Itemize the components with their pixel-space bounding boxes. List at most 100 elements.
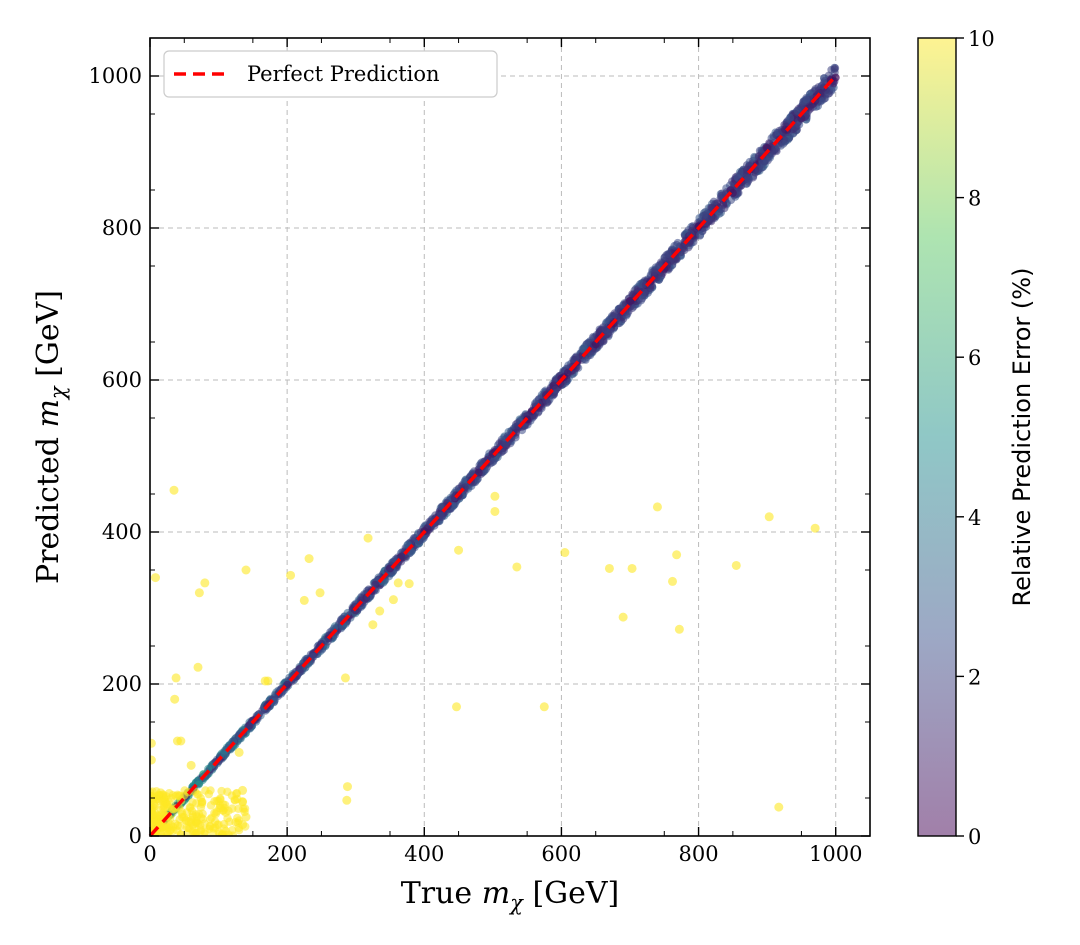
low-mass-point	[224, 806, 233, 816]
low-mass-point	[150, 800, 159, 809]
outlier-point	[150, 738, 156, 748]
low-mass-point	[198, 797, 207, 807]
colorbar-tick-label-10: 10	[968, 27, 995, 51]
low-mass-point	[191, 810, 200, 819]
band-point	[489, 457, 498, 466]
x-tick-label-800: 800	[679, 842, 719, 866]
band-point	[806, 104, 815, 113]
outlier-point	[234, 747, 244, 757]
legend-box	[163, 50, 498, 98]
band-point	[652, 273, 661, 282]
outlier-point	[368, 620, 378, 630]
band-point	[696, 230, 705, 239]
outlier-point	[304, 554, 314, 564]
colorbar-ticks: 0 2 4 6 8 10	[956, 27, 995, 849]
outlier-point	[200, 578, 210, 588]
y-tick-label-0: 0	[129, 824, 142, 848]
band-point	[786, 113, 795, 122]
low-mass-point	[168, 822, 178, 832]
outlier-point	[299, 595, 309, 605]
band-point	[824, 89, 833, 98]
outlier-point	[539, 702, 549, 712]
low-mass-point	[211, 823, 220, 832]
outlier-point	[674, 624, 684, 634]
low-mass-point	[221, 830, 230, 836]
band-point	[717, 205, 726, 214]
outlier-point	[393, 578, 403, 588]
colorbar-frame	[917, 37, 957, 837]
x-tick-label-1000: 1000	[809, 842, 862, 866]
outlier-point	[315, 588, 325, 598]
low-mass-point	[156, 788, 165, 797]
outlier-point	[810, 523, 820, 533]
y-tick-label-800: 800	[102, 216, 142, 240]
outlier-point	[171, 673, 181, 683]
outlier-point	[627, 563, 637, 573]
x-tick-label-200: 200	[267, 842, 307, 866]
axis-ticks: 0 200 400 600 800 1000 0 200 400 600 800 1000	[89, 38, 870, 866]
colorbar-tick-label-2: 2	[968, 665, 981, 689]
band-point	[793, 106, 802, 115]
outlier-point	[241, 812, 251, 822]
outlier-point	[454, 545, 464, 555]
colorbar-gradient	[918, 38, 956, 836]
y-axis-title: Predicted mχ [GeV]	[31, 290, 70, 584]
outlier-point	[490, 491, 500, 501]
band-point	[706, 213, 715, 222]
outlier-point	[169, 485, 179, 495]
plot-frame	[149, 37, 871, 837]
band-point	[639, 280, 648, 289]
band-point	[270, 697, 279, 706]
x-axis-title: True mχ [GeV]	[401, 876, 620, 915]
outlier-point	[241, 565, 251, 575]
band-sample-point	[831, 73, 840, 82]
outlier-point	[150, 755, 156, 765]
y-tick-label-600: 600	[102, 368, 142, 392]
outlier-point	[342, 782, 352, 792]
outlier-point	[363, 533, 373, 543]
outlier-point	[186, 760, 196, 770]
scatter-points	[150, 485, 820, 836]
low-mass-point	[150, 810, 158, 819]
prediction-band	[150, 63, 840, 836]
band-point	[572, 353, 581, 362]
colorbar-tick-label-8: 8	[968, 187, 981, 211]
outlier-point	[618, 612, 628, 622]
band-point	[204, 764, 213, 773]
outlier-point	[490, 506, 500, 516]
outlier-point	[560, 548, 570, 558]
outlier-point	[652, 502, 662, 512]
band-point	[670, 241, 679, 250]
band-point	[323, 637, 332, 646]
outlier-point	[512, 562, 522, 572]
outlier-point	[375, 606, 385, 616]
outlier-point	[170, 694, 180, 704]
band-point	[295, 665, 304, 674]
band-point	[474, 468, 483, 477]
outlier-point	[672, 550, 682, 560]
band-point	[650, 267, 659, 276]
band-point	[709, 197, 718, 206]
band-point	[727, 196, 736, 205]
low-mass-point	[150, 787, 157, 796]
y-tick-label-200: 200	[102, 672, 142, 696]
low-mass-point	[150, 820, 155, 829]
low-mass-point	[159, 801, 168, 810]
band-point	[343, 608, 352, 617]
outlier-point	[388, 595, 398, 605]
colorbar-tick-label-6: 6	[968, 346, 981, 370]
x-tick-label-600: 600	[541, 842, 581, 866]
band-point	[717, 191, 726, 200]
legend: Perfect Prediction	[163, 50, 498, 98]
colorbar-tick-label-0: 0	[968, 825, 981, 849]
band-sample-point	[728, 189, 737, 198]
low-mass-point	[207, 813, 216, 822]
outlier-point	[342, 795, 352, 805]
low-mass-point	[200, 819, 209, 828]
low-mass-point	[162, 827, 171, 836]
colorbar: 0 2 4 6 8 10 Relative Prediction Error (%)	[917, 27, 1036, 849]
outlier-point	[238, 785, 248, 795]
y-tick-label-1000: 1000	[89, 64, 142, 88]
outlier-point	[238, 820, 248, 830]
